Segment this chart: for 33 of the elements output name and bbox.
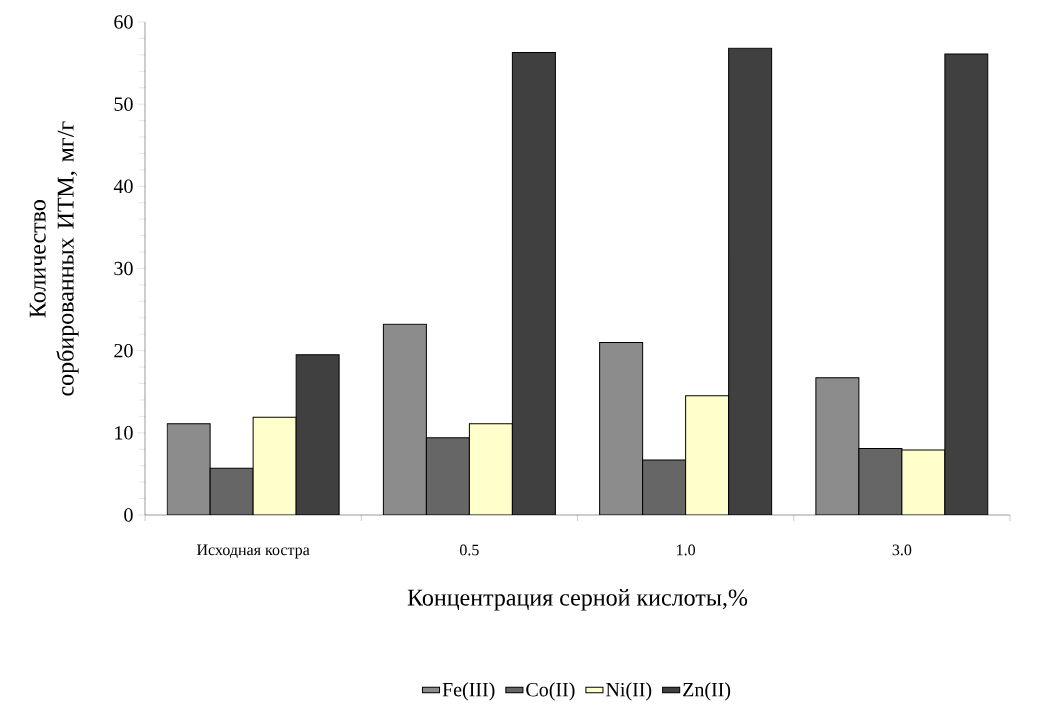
bar [728,47,773,515]
bar [858,447,903,515]
bar [382,323,427,515]
bar [166,423,211,515]
x-tick-label: 0.5 [459,544,479,556]
bar [642,459,687,515]
legend-label: Co(II) [526,682,575,701]
x-tick-label: 3.0 [892,544,912,556]
legend-label: Zn(II) [683,682,731,701]
bar [209,467,254,515]
bar [901,449,946,515]
bar [425,437,470,515]
y-tick-label: 0 [124,508,133,522]
bar [252,416,297,515]
y-tick-label: 40 [113,179,133,194]
bar [511,51,556,515]
y-tick-label: 60 [114,15,133,29]
bar [944,53,989,515]
y-axis-title: Количество сорбированных ИТМ, мг/г [29,121,79,396]
y-tick-label: 30 [114,261,133,276]
y-tick-label: 50 [114,97,133,111]
bar [685,395,730,515]
bar [599,341,644,515]
legend-label: Ni(II) [606,682,652,701]
bar [295,354,340,515]
legend-label: Fe(III) [442,682,495,701]
y-tick-label: 20 [114,343,133,358]
bar [468,423,513,515]
x-tick-label: Исходная костра [196,544,310,559]
bar [815,377,860,515]
x-axis-title: Концентрация серной кислоты,% [407,589,748,611]
y-tick-label: 10 [115,426,133,440]
x-tick-label: 1.0 [677,544,696,556]
